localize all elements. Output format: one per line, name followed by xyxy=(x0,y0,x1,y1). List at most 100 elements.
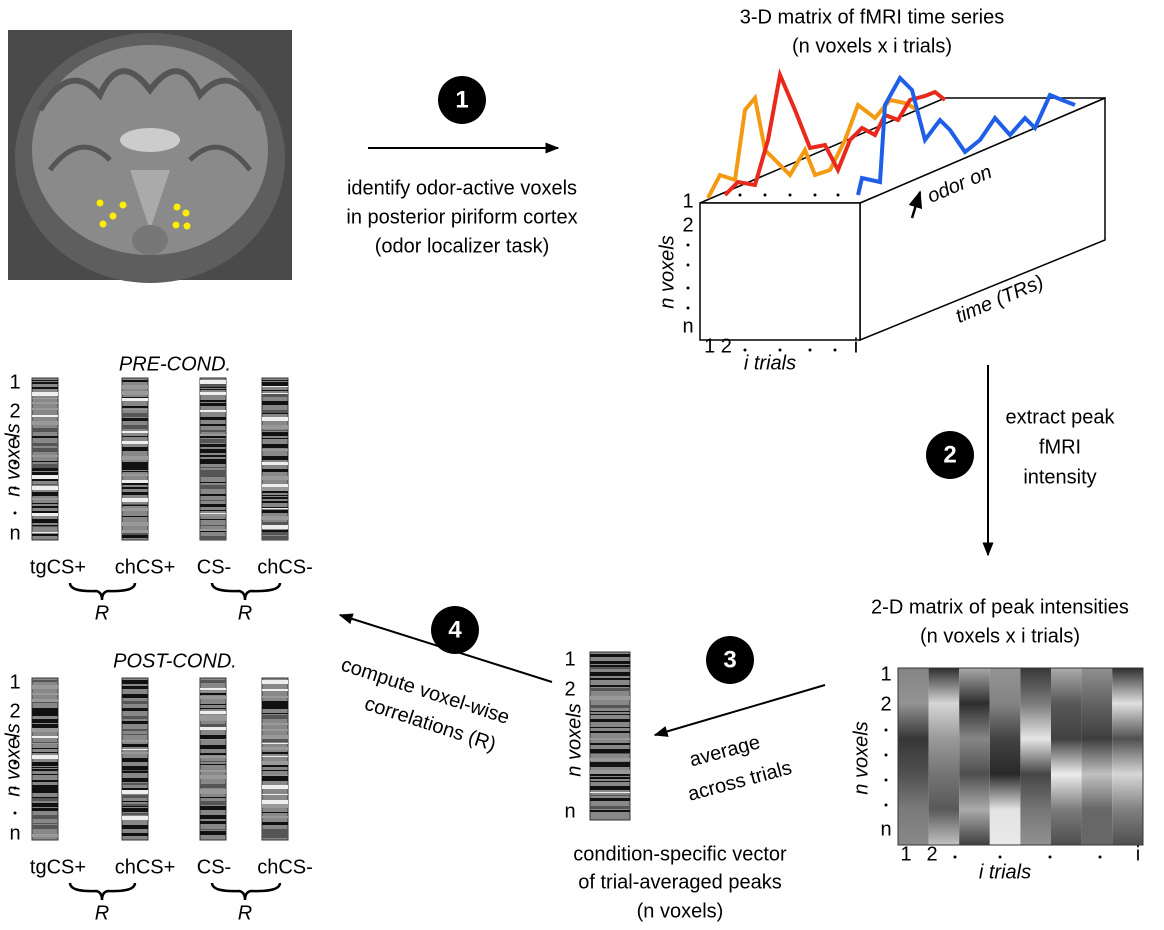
row-label: 2 xyxy=(682,214,693,236)
stripe xyxy=(200,455,226,457)
stripe xyxy=(590,714,630,715)
stripe xyxy=(200,688,226,690)
stripe xyxy=(590,758,630,761)
stripe xyxy=(200,801,226,805)
stripe xyxy=(200,510,226,511)
stripe xyxy=(262,417,288,421)
stripe xyxy=(32,402,58,404)
stripe xyxy=(32,486,58,490)
stripe xyxy=(200,724,226,725)
stripe xyxy=(262,382,288,386)
stripe xyxy=(200,696,226,699)
stripe xyxy=(122,697,148,698)
stripe xyxy=(200,704,226,705)
stripe xyxy=(32,472,58,475)
stripe xyxy=(32,513,58,516)
row-label: n xyxy=(564,800,575,822)
step-text: identify odor-active voxels xyxy=(347,177,577,199)
stripe xyxy=(262,495,288,496)
stripe xyxy=(122,833,148,836)
axis-label: n voxels xyxy=(2,723,24,796)
stripe xyxy=(122,801,148,802)
stripe xyxy=(32,823,58,824)
stripe xyxy=(262,508,288,509)
stripe xyxy=(122,535,148,538)
brace xyxy=(70,583,135,600)
stripe xyxy=(590,665,630,667)
stripe xyxy=(590,654,630,657)
stripe xyxy=(262,729,288,731)
title: (n voxels x i trials) xyxy=(792,35,952,57)
correlation-label: R xyxy=(238,602,252,624)
stripe xyxy=(590,810,630,812)
stripe xyxy=(262,743,288,744)
stripe xyxy=(32,789,58,793)
matrix-column xyxy=(929,668,960,845)
stripe xyxy=(590,689,630,691)
stripe xyxy=(32,525,58,526)
condition-label: chCS+ xyxy=(115,556,176,578)
stripe xyxy=(122,530,148,533)
stripe xyxy=(262,680,288,684)
stripe xyxy=(262,525,288,529)
brace xyxy=(212,583,280,600)
stripe xyxy=(122,778,148,782)
stripe xyxy=(590,719,630,722)
stripe xyxy=(122,409,148,410)
stripe xyxy=(590,795,630,796)
stripe xyxy=(262,413,288,414)
brain-image xyxy=(8,30,292,283)
stripe xyxy=(262,507,288,508)
stripe xyxy=(262,832,288,836)
stripe xyxy=(590,738,630,740)
stripe xyxy=(200,410,226,412)
stripe xyxy=(590,743,630,745)
stripe xyxy=(32,724,58,728)
stripe xyxy=(122,483,148,485)
stripe xyxy=(590,774,630,776)
stripe xyxy=(122,447,148,450)
stripe xyxy=(200,470,226,473)
matrix-column xyxy=(1020,668,1051,845)
stripe xyxy=(122,758,148,762)
stripe xyxy=(122,708,148,711)
stripe xyxy=(32,680,58,682)
stripe xyxy=(200,384,226,387)
stripe xyxy=(590,798,630,801)
stripe xyxy=(32,702,58,703)
stripe xyxy=(32,436,58,438)
axis-label: n voxels xyxy=(2,423,24,496)
stripe xyxy=(262,794,288,795)
stripe xyxy=(590,705,630,708)
step-number: 3 xyxy=(723,646,736,673)
stripe xyxy=(262,430,288,431)
stripe xyxy=(200,380,226,384)
col-label: 2 xyxy=(926,843,937,865)
stripe xyxy=(200,462,226,464)
stripe xyxy=(590,678,630,680)
stripe xyxy=(200,739,226,740)
row-label: n xyxy=(9,822,20,844)
stripe xyxy=(122,804,148,806)
stripe xyxy=(262,715,288,719)
stripe xyxy=(262,689,288,691)
stripe xyxy=(200,816,226,819)
stripe xyxy=(590,762,630,766)
stripe xyxy=(32,498,58,500)
stripe xyxy=(262,425,288,429)
stripe xyxy=(262,778,288,781)
stripe xyxy=(262,393,288,394)
stripe xyxy=(32,492,58,496)
col-label: i xyxy=(1136,843,1140,865)
stripe xyxy=(122,770,148,771)
stripe xyxy=(590,770,630,774)
stripe xyxy=(262,449,288,451)
condition-label: chCS+ xyxy=(115,856,176,878)
stripe xyxy=(590,753,630,754)
condition-label: tgCS+ xyxy=(30,856,86,878)
condition-label: CS- xyxy=(197,556,231,578)
stripe xyxy=(122,391,148,395)
stripe xyxy=(32,825,58,829)
stripe xyxy=(200,389,226,390)
stripe xyxy=(262,770,288,771)
